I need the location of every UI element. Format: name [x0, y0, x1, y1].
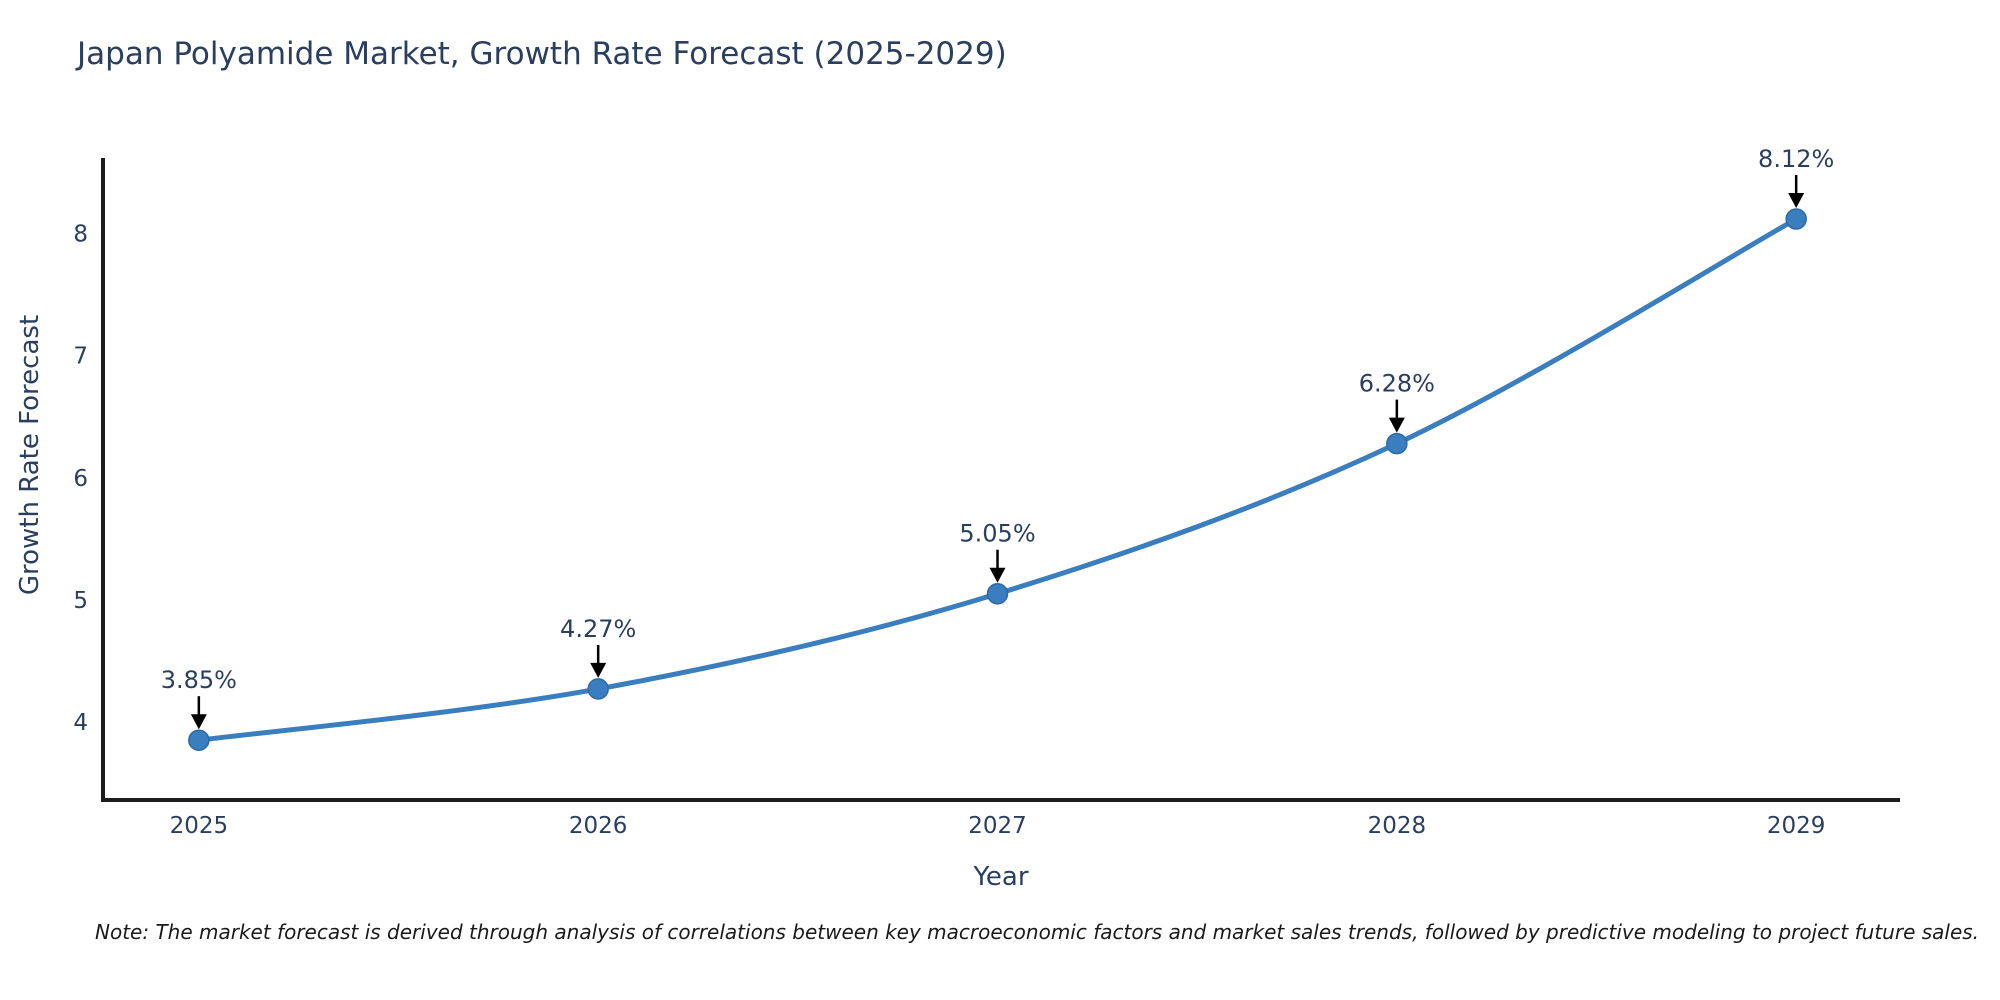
chart-footnote: Note: The market forecast is derived thr…	[95, 920, 1980, 944]
data-point-marker[interactable]	[1386, 432, 1408, 455]
annotation-arrowhead-icon	[1388, 417, 1405, 433]
annotation-arrowhead-icon	[1788, 193, 1805, 209]
annotation-arrowhead-icon	[190, 714, 207, 730]
y-tick-label: 6	[73, 466, 88, 492]
y-tick-label: 5	[73, 588, 88, 614]
annotation-arrowhead-icon	[590, 662, 607, 678]
y-axis-title: Growth Rate Forecast	[15, 314, 45, 596]
chart-title: Japan Polyamide Market, Growth Rate Fore…	[77, 36, 1007, 72]
forecast-line-series	[196, 216, 1799, 743]
data-point-marker[interactable]	[1785, 208, 1807, 230]
point-value-label: 5.05%	[959, 520, 1035, 548]
x-tick-label: 2029	[1767, 813, 1826, 839]
y-tick-label: 7	[73, 344, 88, 370]
data-point-marker[interactable]	[986, 582, 1009, 605]
y-tick-label: 8	[73, 222, 88, 248]
data-point-marker[interactable]	[188, 729, 210, 751]
point-value-label: 3.85%	[161, 666, 237, 694]
data-point-marker[interactable]	[587, 678, 609, 700]
point-value-label: 8.12%	[1758, 145, 1834, 173]
x-tick-label: 2028	[1368, 813, 1427, 839]
x-axis-title: Year	[973, 862, 1029, 892]
point-value-label: 4.27%	[560, 615, 636, 643]
x-tick-label: 2026	[569, 813, 628, 839]
annotation-arrowhead-icon	[989, 567, 1006, 583]
x-tick-label: 2025	[170, 813, 229, 839]
y-tick-label: 4	[73, 710, 88, 736]
point-value-label: 6.28%	[1359, 370, 1435, 398]
x-tick-label: 2027	[968, 813, 1027, 839]
